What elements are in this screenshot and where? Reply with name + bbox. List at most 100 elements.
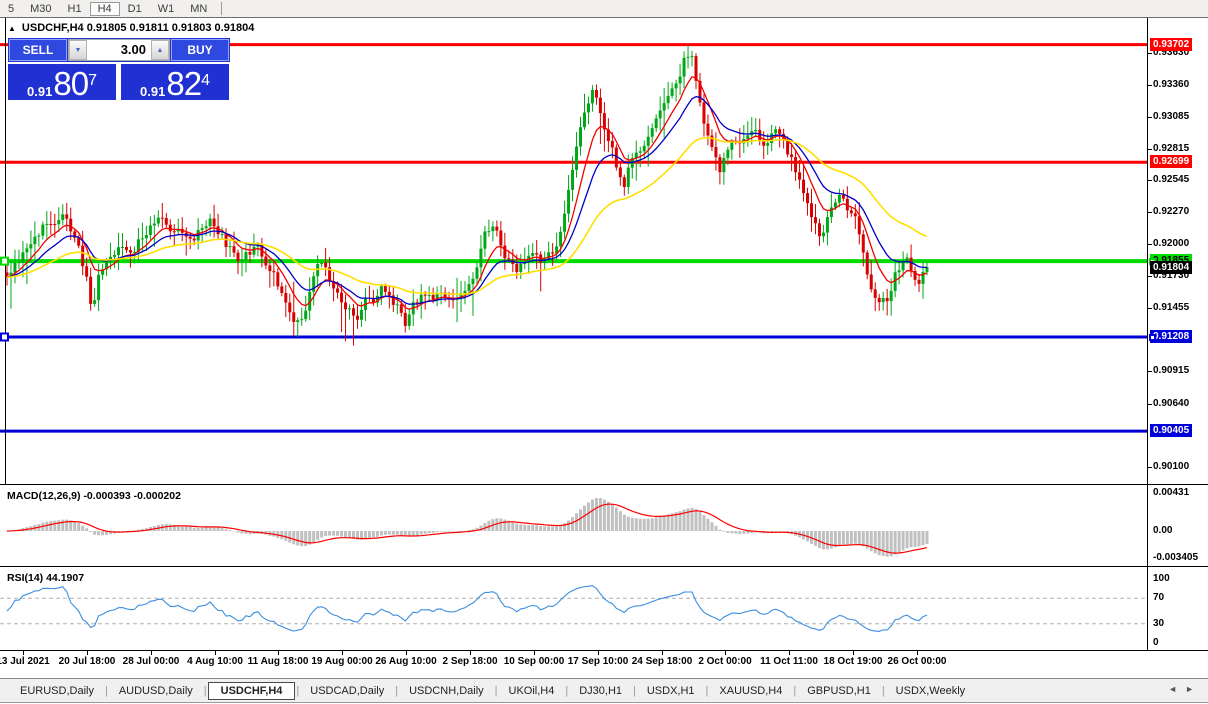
macd-histogram-bar [324,531,328,536]
tab-scroll-arrows-icon[interactable]: ◄► [1168,684,1202,694]
sell-price-tile[interactable]: 0.91 80 7 [8,64,116,100]
time-tick-mark [662,651,663,655]
chart-tab-usdchf[interactable]: USDCHF,H4 [207,681,296,700]
candle-body [686,56,690,58]
macd-histogram-bar [626,516,630,531]
line-drag-handle[interactable] [0,332,9,342]
timeframe-button-d1[interactable]: D1 [127,2,142,15]
macd-histogram-bar [817,531,821,549]
candle-body [308,291,312,311]
candle-body [487,231,491,233]
timeframe-button-mn[interactable]: MN [190,2,208,15]
candle-body [790,154,794,158]
chart-tab-usdcnh[interactable]: USDCNH,Daily [409,684,484,697]
candle-body [690,56,694,58]
candle-body [21,252,25,263]
price-tick-label: 0.92815 [1153,143,1190,154]
macd-histogram-bar [81,525,85,531]
timeframe-button-h1[interactable]: H1 [67,2,82,15]
moving-average-line [6,96,927,305]
macd-histogram-bar [320,531,324,538]
buy-button[interactable]: BUY [171,39,229,61]
candle-body [312,276,316,292]
macd-histogram-bar [280,531,284,540]
candle-body [224,234,228,248]
candle-body [427,294,431,296]
pane-splitter[interactable] [0,566,1208,567]
macd-histogram-bar [312,531,316,543]
macd-histogram-bar [196,527,200,531]
candle-body [802,179,806,194]
candle-body [296,320,300,322]
candle-body [41,224,45,236]
macd-histogram-bar [742,531,746,534]
chart-tab-usdx[interactable]: USDX,H1 [646,684,695,697]
line-axis-handle[interactable] [1149,334,1156,341]
chart-tab-eurusd[interactable]: EURUSD,Daily [20,684,94,697]
timeframe-button-w1[interactable]: W1 [157,2,175,15]
candle-body [220,234,224,236]
chart-tab-gbpusd[interactable]: GBPUSD,H1 [807,684,871,697]
candle-body [403,312,407,326]
chart-tab-usdcad[interactable]: USDCAD,Daily [310,684,385,697]
candle-body [272,271,276,273]
chart-tab-usdx[interactable]: USDX,Weekly [895,684,966,697]
volume-increase-icon[interactable]: ▲ [151,40,169,60]
chart-tab-ukoil[interactable]: UKOil,H4 [508,684,555,697]
macd-histogram-bar [503,519,507,531]
candle-body [515,264,519,272]
line-price-badge: 0.92699 [1150,155,1193,168]
macd-histogram-bar [690,507,694,531]
macd-histogram-bar [89,531,93,533]
macd-histogram-bar [45,521,49,531]
candle-body [451,299,455,301]
candle-body [276,272,280,287]
chart-tab-audusd[interactable]: AUDUSD,Daily [118,684,193,697]
candle-body [57,220,61,225]
candle-body [798,172,802,180]
time-tick-label: 2 Sep 18:00 [442,656,498,667]
collapse-chart-icon[interactable]: ▲ [8,23,16,33]
macd-histogram-bar [563,523,567,531]
candle-body [531,253,535,256]
volume-field[interactable]: 3.00 [87,40,151,60]
macd-histogram-bar [734,531,738,534]
macd-histogram-bar [204,527,208,531]
candle-body [172,231,176,233]
candle-body [774,129,778,134]
candle-body [53,224,57,226]
buy-price-tile[interactable]: 0.91 82 4 [121,64,229,100]
macd-histogram-bar [443,531,447,532]
sell-button[interactable]: SELL [9,39,67,61]
candle-body [610,140,614,148]
candle-body [491,226,495,232]
line-drag-handle[interactable] [0,256,9,266]
timeframe-button-5[interactable]: 5 [8,2,15,15]
volume-decrease-icon[interactable]: ▼ [69,40,87,60]
time-tick-label: 10 Sep 00:00 [503,656,565,667]
macd-histogram-bar [909,531,913,548]
price-axis-border [1147,18,1148,651]
pane-splitter[interactable] [0,484,1208,485]
macd-histogram-bar [515,523,519,531]
macd-pane[interactable] [0,486,1148,566]
candle-body [37,235,41,237]
price-tick-mark [1147,85,1152,86]
macd-histogram-bar [340,531,344,537]
price-tick-mark [1147,212,1152,213]
timeframe-button-m30[interactable]: M30 [30,2,52,15]
chart-tab-xauusd[interactable]: XAUUSD,H4 [719,684,783,697]
candle-body [571,169,575,190]
rsi-pane[interactable] [0,568,1148,651]
candle-body [101,269,105,275]
candle-body [806,193,810,204]
chart-tab-dj30[interactable]: DJ30,H1 [579,684,622,697]
price-tick-label: 0.93630 [1153,47,1190,58]
candle-body [156,217,160,224]
timeframe-button-h4[interactable]: H4 [89,1,120,16]
candle-body [925,267,929,272]
timeframe-toolbar: 5 M30 H1 H4 D1 W1 MN [0,0,1208,18]
macd-histogram-bar [85,528,89,531]
price-pane[interactable] [0,18,1148,484]
candle-body [626,167,630,187]
